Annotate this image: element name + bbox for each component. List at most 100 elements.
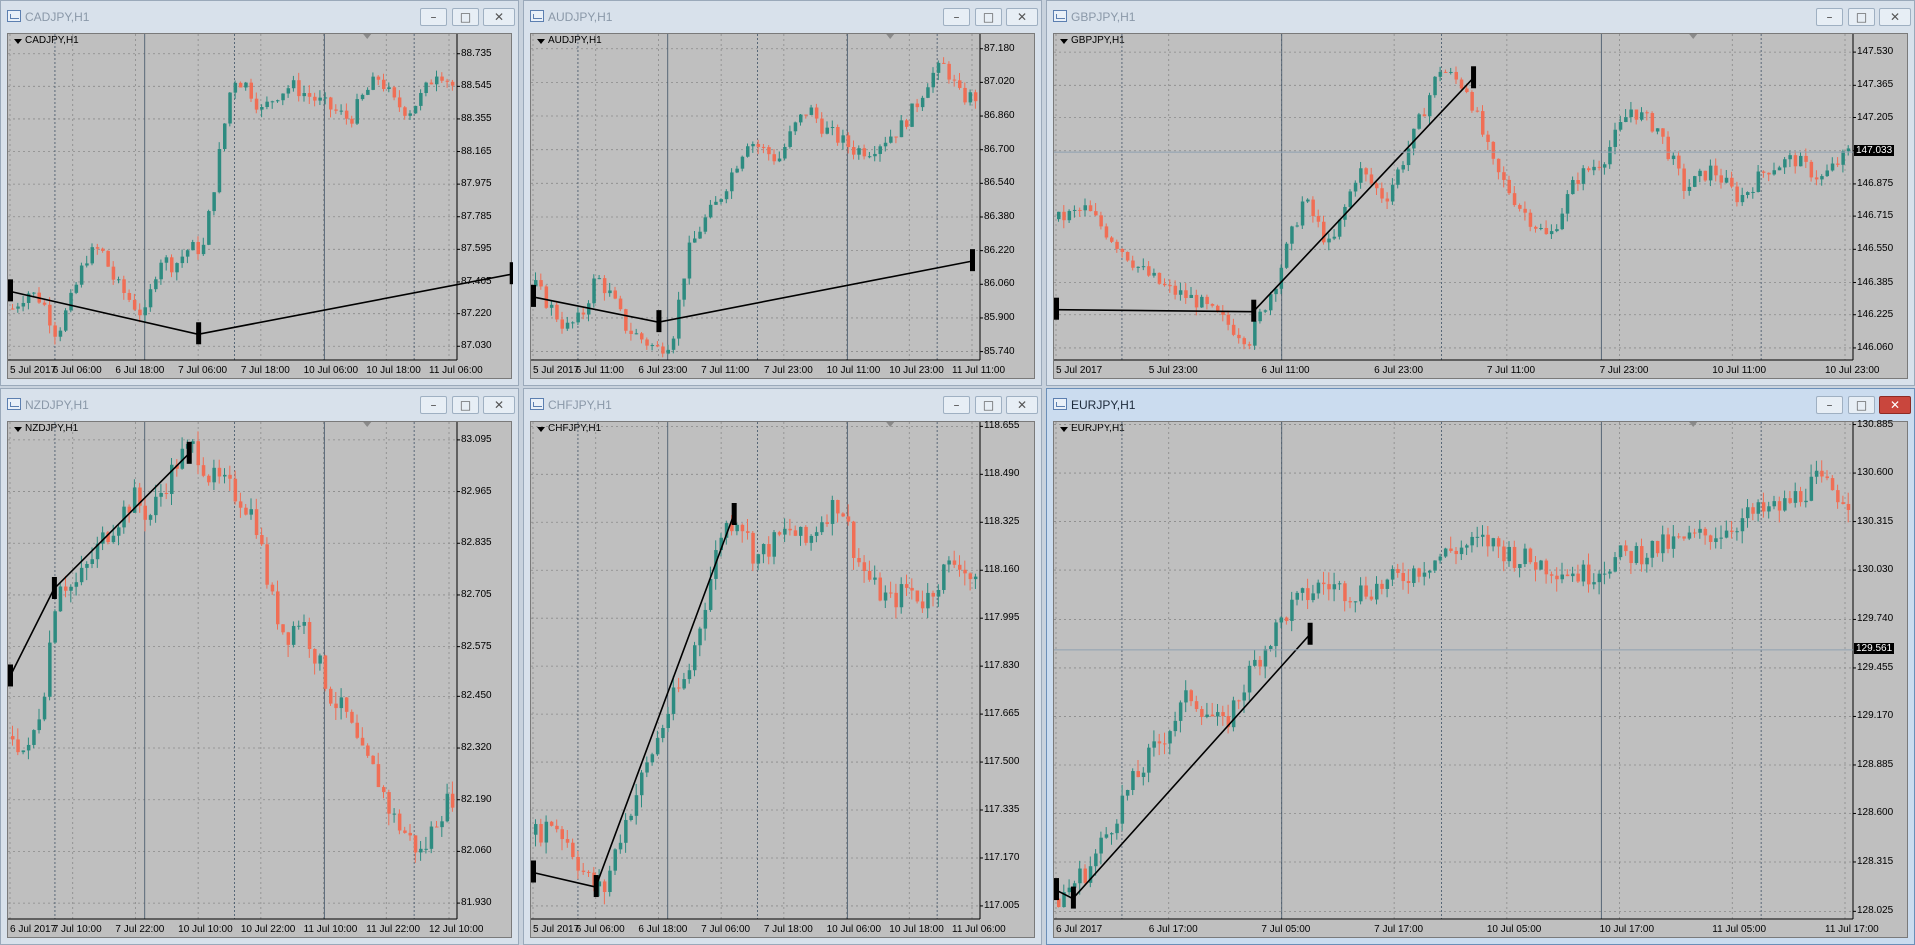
minimize-button[interactable]: – bbox=[1816, 8, 1843, 26]
candle-body bbox=[1459, 547, 1464, 555]
price-chart[interactable]: NZDJPY,H1 83.095 82.965 82.835 82.705 82.575 8… bbox=[7, 421, 512, 938]
window-titlebar[interactable]: NZDJPY,H1 – □ ✕ bbox=[1, 389, 518, 421]
candle-body bbox=[450, 81, 455, 86]
close-button[interactable]: ✕ bbox=[483, 396, 515, 414]
candle-body bbox=[1115, 823, 1119, 834]
marker-bar bbox=[531, 860, 536, 883]
chart-window-cadjpy[interactable]: CADJPY,H1 – □ ✕ CADJPY,H1 88.735 88.545 88.355 8… bbox=[0, 0, 519, 386]
candle-body bbox=[915, 103, 920, 108]
symbol-text: GBPJPY,H1 bbox=[1071, 35, 1125, 46]
chart-plot bbox=[531, 422, 983, 920]
maximize-button[interactable]: □ bbox=[975, 396, 1002, 414]
candle-body bbox=[85, 263, 89, 266]
y-axis-label: 86.060 bbox=[984, 278, 1015, 290]
minimize-button[interactable]: – bbox=[943, 396, 970, 414]
candle-body bbox=[958, 80, 962, 88]
chart-window-gbpjpy[interactable]: GBPJPY,H1 – □ ✕ GBPJPY,H1 147.530 147.365 147.2… bbox=[1046, 0, 1915, 386]
candle-body bbox=[1799, 491, 1803, 503]
candle-body bbox=[1496, 158, 1501, 173]
candle-body bbox=[1496, 538, 1501, 547]
maximize-button[interactable]: □ bbox=[1848, 8, 1875, 26]
maximize-button[interactable]: □ bbox=[975, 8, 1002, 26]
candle-body bbox=[233, 478, 238, 502]
chart-window-audjpy[interactable]: AUDJPY,H1 – □ ✕ AUDJPY,H1 87.180 87.020 86.860 8… bbox=[523, 0, 1042, 386]
candle-body bbox=[1390, 184, 1395, 202]
chart-window-icon bbox=[7, 10, 21, 22]
candle-body bbox=[1412, 128, 1416, 149]
candle-body bbox=[1799, 155, 1803, 167]
y-axis-label: 87.405 bbox=[461, 275, 492, 287]
candle-body bbox=[1168, 731, 1172, 744]
x-axis-label: 7 Jul 05:00 bbox=[1261, 924, 1311, 935]
close-button[interactable]: ✕ bbox=[1879, 396, 1911, 414]
candle-body bbox=[1120, 795, 1125, 824]
price-chart[interactable]: GBPJPY,H1147.530147.365147.205147.040146… bbox=[1053, 33, 1908, 379]
marker-bar bbox=[656, 310, 662, 333]
candle-body bbox=[1666, 534, 1670, 549]
window-titlebar[interactable]: EURJPY,H1 – □ ✕ bbox=[1047, 389, 1914, 421]
candle-body bbox=[201, 465, 206, 476]
minimize-button[interactable]: – bbox=[420, 8, 447, 26]
maximize-button[interactable]: □ bbox=[1848, 396, 1875, 414]
candle-body bbox=[1703, 170, 1708, 181]
close-button[interactable]: ✕ bbox=[1006, 8, 1038, 26]
price-chart[interactable]: EURJPY,H1 130.885 130.600 130.315 130.030 129… bbox=[1053, 418, 1908, 938]
candle-body bbox=[74, 582, 79, 587]
candle-body bbox=[1687, 532, 1692, 539]
price-chart[interactable]: CHFJPY,H1 118.655 118.490 118.325 118.160 117… bbox=[530, 420, 1035, 938]
chart-window-chfjpy[interactable]: CHFJPY,H1 – □ ✕ CHFJPY,H1 118.655 118.490 118.3… bbox=[523, 388, 1042, 945]
candle-body bbox=[597, 278, 602, 280]
candle-body bbox=[788, 131, 792, 147]
candle-body bbox=[1825, 170, 1829, 177]
minimize-button[interactable]: – bbox=[943, 8, 970, 26]
maximize-button[interactable]: □ bbox=[452, 8, 479, 26]
candle-body bbox=[450, 793, 455, 808]
candle-body bbox=[196, 242, 200, 255]
maximize-button[interactable]: □ bbox=[452, 396, 479, 414]
candle-body bbox=[1242, 692, 1246, 701]
candle-body bbox=[830, 500, 835, 524]
minimize-button[interactable]: – bbox=[420, 396, 447, 414]
window-titlebar[interactable]: CADJPY,H1 – □ ✕ bbox=[1, 1, 518, 33]
close-button[interactable]: ✕ bbox=[483, 8, 515, 26]
candle-body bbox=[1216, 712, 1220, 717]
candle-body bbox=[1359, 585, 1363, 602]
candle-body bbox=[355, 99, 359, 124]
window-titlebar[interactable]: CHFJPY,H1 – □ ✕ bbox=[524, 389, 1041, 421]
candle-body bbox=[1565, 194, 1570, 214]
price-chart[interactable]: AUDJPY,H1 87.180 87.020 86.860 86.700 86.540 8… bbox=[530, 33, 1035, 379]
candle-body bbox=[1443, 71, 1448, 73]
candle-body bbox=[814, 532, 819, 536]
chart-window-eurjpy[interactable]: EURJPY,H1 – □ ✕ EURJPY,H1 130.885 130.600 130.3… bbox=[1046, 388, 1915, 945]
candle-body bbox=[1369, 596, 1374, 600]
candle-body bbox=[1502, 172, 1506, 180]
candle-body bbox=[1221, 311, 1225, 315]
candle-body bbox=[1693, 532, 1697, 534]
candle-body bbox=[1422, 572, 1427, 577]
candle-body bbox=[867, 156, 872, 158]
candle-body bbox=[74, 284, 79, 293]
candle-body bbox=[1539, 228, 1543, 230]
candle-body bbox=[1565, 574, 1570, 577]
minimize-button[interactable]: – bbox=[1816, 396, 1843, 414]
chart-window-icon bbox=[530, 398, 544, 410]
close-button[interactable]: ✕ bbox=[1879, 8, 1911, 26]
candle-body bbox=[21, 302, 26, 307]
window-titlebar[interactable]: GBPJPY,H1 – □ ✕ bbox=[1047, 1, 1914, 33]
window-titlebar[interactable]: AUDJPY,H1 – □ ✕ bbox=[524, 1, 1041, 33]
candle-body bbox=[1724, 530, 1729, 538]
candle-body bbox=[958, 564, 962, 570]
candle-body bbox=[1560, 213, 1564, 230]
candle-body bbox=[1062, 892, 1066, 908]
candle-body bbox=[249, 82, 253, 99]
candle-body bbox=[1825, 476, 1829, 479]
candle-body bbox=[772, 154, 776, 162]
close-button[interactable]: ✕ bbox=[1006, 396, 1038, 414]
candle-body bbox=[740, 524, 745, 532]
candle-body bbox=[671, 687, 676, 714]
price-chart[interactable]: CADJPY,H1 88.735 88.545 88.355 88.165 87.975 8… bbox=[7, 33, 513, 379]
y-axis-label: 130.885 bbox=[1857, 418, 1894, 430]
marker-bar bbox=[1471, 66, 1477, 89]
chart-window-nzdjpy[interactable]: NZDJPY,H1 – □ ✕ NZDJPY,H1 83.095 82.965 82.835 8… bbox=[0, 388, 519, 945]
candle-body bbox=[1189, 690, 1193, 702]
